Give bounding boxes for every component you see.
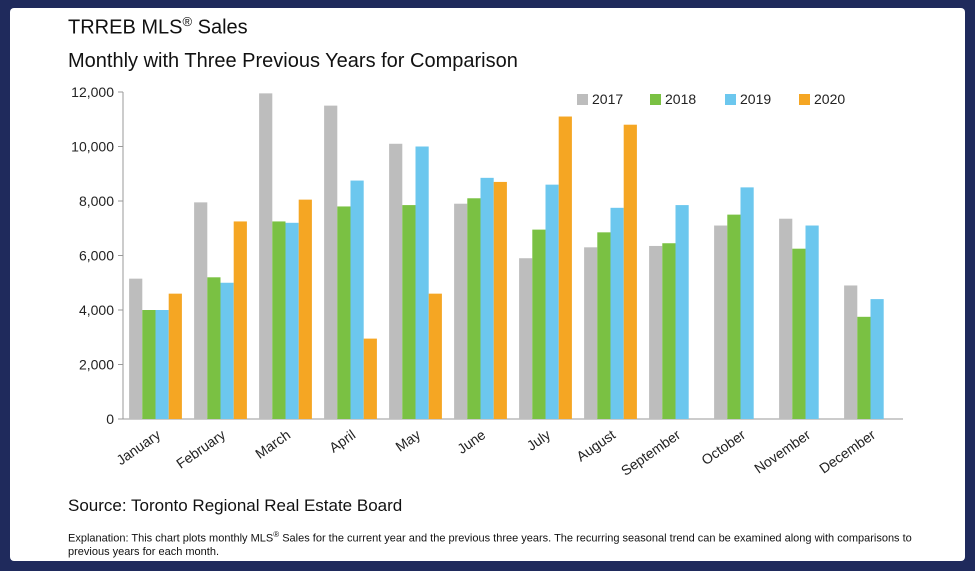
y-tick-label: 6,000 xyxy=(79,248,114,264)
bar-chart: 0 2,000 4,000 6,000 8,000 10,000 12,000 January… xyxy=(71,84,903,479)
bar-2018-october xyxy=(727,214,741,419)
x-tick-label: March xyxy=(252,426,293,461)
bar-2018-december xyxy=(857,316,871,419)
bar-2017-july xyxy=(519,258,533,419)
bar-2019-march xyxy=(285,222,299,419)
bar-2017-june xyxy=(454,203,468,419)
x-tick-label: August xyxy=(573,426,618,464)
bar-2020-january xyxy=(168,293,182,419)
bar-2017-april xyxy=(324,105,338,419)
bar-2020-february xyxy=(233,221,247,419)
y-tick-label: 12,000 xyxy=(71,84,114,100)
bar-2018-march xyxy=(272,221,286,419)
bar-2018-april xyxy=(337,206,351,419)
source-note: Source: Toronto Regional Real Estate Boa… xyxy=(68,496,403,515)
chart-subtitle: Monthly with Three Previous Years for Co… xyxy=(68,50,518,72)
bar-2017-september xyxy=(649,245,663,419)
bar-2017-august xyxy=(584,247,598,419)
bar-2017-october xyxy=(714,225,728,419)
legend-swatch-2019 xyxy=(725,94,736,105)
bar-2019-september xyxy=(675,205,689,419)
chart-title-suffix: Sales xyxy=(192,16,248,39)
legend-label: 2019 xyxy=(740,91,771,107)
bar-2020-june xyxy=(493,181,507,419)
x-tick-label: November xyxy=(751,426,813,476)
x-tick-label: July xyxy=(524,426,554,453)
bar-2017-november xyxy=(779,218,793,419)
x-tick-label: September xyxy=(618,426,684,479)
y-tick-label: 4,000 xyxy=(79,302,114,318)
legend-label: 2020 xyxy=(814,91,845,107)
bar-2018-september xyxy=(662,243,676,419)
bar-2019-november xyxy=(805,225,819,419)
y-tick-label: 0 xyxy=(106,411,114,427)
explanation-text: Explanation: This chart plots monthly ML… xyxy=(68,532,274,545)
bar-2020-april xyxy=(363,338,377,419)
bar-2017-may xyxy=(389,143,403,419)
chart-frame: TRREB MLS® Sales Monthly with Three Prev… xyxy=(10,8,965,561)
explanation-text-rest: Sales for the current year and the previ… xyxy=(68,532,912,558)
y-tick-label: 10,000 xyxy=(71,139,114,155)
bar-2019-july xyxy=(545,184,559,419)
legend-swatch-2018 xyxy=(650,94,661,105)
bar-2019-january xyxy=(155,310,169,419)
explanation-registered-mark: ® xyxy=(273,530,280,539)
bar-2017-march xyxy=(259,93,273,420)
bar-2020-may xyxy=(428,293,442,419)
explanation-note: Explanation: This chart plots monthly ML… xyxy=(68,528,948,559)
bar-2018-february xyxy=(207,277,221,419)
bar-2018-may xyxy=(402,205,416,419)
bar-2019-december xyxy=(870,299,884,419)
bar-2019-august xyxy=(610,207,624,419)
bar-2018-june xyxy=(467,198,481,419)
bar-2019-october xyxy=(740,187,754,419)
bar-2017-december xyxy=(844,285,858,419)
legend-swatch-2017 xyxy=(577,94,588,105)
bar-2019-april xyxy=(350,180,364,419)
bar-2018-january xyxy=(142,310,156,419)
x-tick-label: May xyxy=(392,426,423,454)
bar-2020-march xyxy=(298,199,312,419)
legend-swatch-2020 xyxy=(799,94,810,105)
bar-2017-february xyxy=(194,202,208,419)
bar-2018-july xyxy=(532,229,546,419)
bar-2018-august xyxy=(597,232,611,419)
bar-2019-may xyxy=(415,146,429,419)
x-tick-label: April xyxy=(326,426,358,455)
registered-mark: ® xyxy=(182,14,193,29)
chart-title: TRREB MLS® Sales xyxy=(68,14,248,40)
bar-2018-november xyxy=(792,248,806,419)
y-tick-label: 2,000 xyxy=(79,357,114,373)
x-tick-label: October xyxy=(698,426,748,468)
chart-title-text: TRREB MLS xyxy=(68,16,183,39)
legend-label: 2017 xyxy=(592,91,623,107)
bar-2020-july xyxy=(558,116,572,420)
x-tick-label: June xyxy=(454,426,488,457)
x-tick-label: January xyxy=(113,426,163,468)
bar-2020-august xyxy=(623,124,637,419)
bar-2019-february xyxy=(220,282,234,419)
x-tick-label: February xyxy=(173,426,228,471)
y-tick-label: 8,000 xyxy=(79,193,114,209)
bar-2017-january xyxy=(129,278,143,419)
legend-label: 2018 xyxy=(665,91,696,107)
bar-2019-june xyxy=(480,177,494,419)
x-tick-label: December xyxy=(816,426,878,476)
